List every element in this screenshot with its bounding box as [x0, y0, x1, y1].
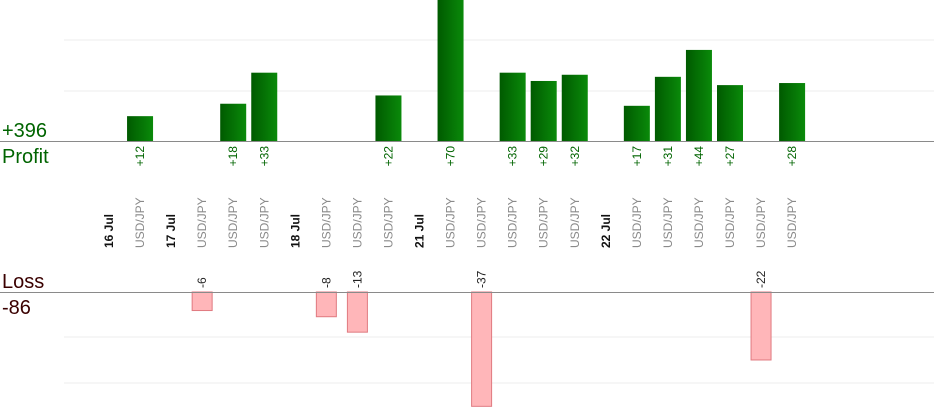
loss-value-label: -37 — [475, 270, 489, 288]
pair-label: USD/JPY — [537, 197, 551, 248]
profit-label: Profit — [2, 146, 49, 168]
pair-label: USD/JPY — [381, 197, 395, 248]
profit-value-label: +31 — [661, 146, 675, 167]
pair-label: USD/JPY — [195, 197, 209, 248]
pair-label: USD/JPY — [257, 197, 271, 248]
loss-value-label: -8 — [319, 277, 333, 288]
profit-value-label: +28 — [785, 146, 799, 167]
pair-label: USD/JPY — [350, 197, 364, 248]
profit-value-label: +12 — [133, 146, 147, 167]
pair-label: USD/JPY — [630, 197, 644, 248]
date-label: 22 Jul — [599, 214, 613, 248]
value-labels: +12 -6 +18 +33 -8 -13 +22 +70 -37 +33 +29 +32 +17 +31… — [133, 146, 799, 288]
profit-value-label: +29 — [537, 146, 551, 167]
profit-bar — [251, 72, 278, 141]
loss-label: Loss — [2, 271, 44, 293]
loss-bar — [346, 291, 368, 333]
loss-bars — [191, 291, 772, 407]
pair-label: USD/JPY — [785, 197, 799, 248]
date-label: 18 Jul — [288, 214, 302, 248]
loss-bar — [471, 291, 493, 407]
profit-bar — [779, 83, 806, 141]
category-labels: 16 Jul USD/JPY 17 Jul USD/JPY USD/JPY USD/JPY… — [102, 197, 799, 248]
date-label: 16 Jul — [102, 214, 116, 248]
loss-total: -86 — [2, 297, 31, 319]
pair-label: USD/JPY — [319, 197, 333, 248]
pair-label: USD/JPY — [754, 197, 768, 248]
profit-value-label: +27 — [723, 146, 737, 167]
loss-bar — [191, 291, 213, 312]
profit-bar — [561, 74, 588, 141]
pair-label: USD/JPY — [723, 197, 737, 248]
profit-bar — [437, 0, 464, 141]
profit-bar — [127, 116, 154, 141]
pair-label: USD/JPY — [661, 197, 675, 248]
profit-value-label: +22 — [381, 146, 395, 167]
profit-bar — [654, 76, 681, 141]
pair-label: USD/JPY — [475, 197, 489, 248]
loss-value-label: -22 — [754, 270, 768, 288]
date-label: 17 Jul — [164, 214, 178, 248]
profit-bar — [530, 80, 557, 141]
pair-label: USD/JPY — [133, 197, 147, 248]
profit-bar — [499, 72, 526, 141]
profit-value-label: +33 — [257, 146, 271, 167]
profit-total: +396 — [2, 120, 47, 142]
profit-bars — [127, 0, 806, 141]
profit-value-label: +70 — [444, 146, 458, 167]
profit-bar — [220, 103, 247, 141]
profit-bar — [717, 85, 743, 141]
profit-value-label: +32 — [568, 146, 582, 167]
pair-label: USD/JPY — [568, 197, 582, 248]
profit-bar — [375, 95, 402, 141]
loss-value-label: -13 — [350, 270, 364, 288]
loss-bar — [315, 291, 337, 318]
pair-label: USD/JPY — [506, 197, 520, 248]
profit-value-label: +17 — [630, 146, 644, 167]
pair-label: USD/JPY — [226, 197, 240, 248]
profit-value-label: +18 — [226, 146, 240, 167]
loss-value-label: -6 — [195, 277, 209, 288]
loss-bar — [750, 291, 772, 361]
axes — [0, 141, 934, 293]
profit-bar — [685, 49, 712, 141]
pair-label: USD/JPY — [444, 197, 458, 248]
profit-value-label: +44 — [692, 146, 706, 167]
pair-label: USD/JPY — [692, 197, 706, 248]
date-label: 21 Jul — [413, 214, 427, 248]
profit-value-label: +33 — [506, 146, 520, 167]
profit-bar — [623, 105, 650, 141]
